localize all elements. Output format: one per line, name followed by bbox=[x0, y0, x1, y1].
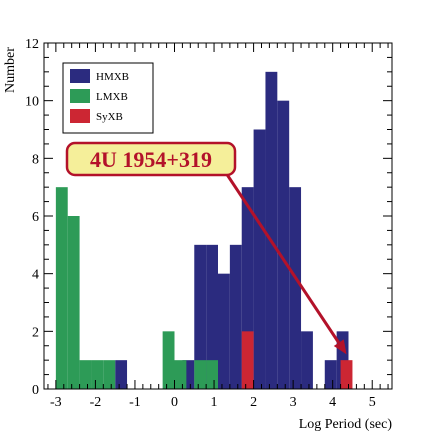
bar-hmxb-0 bbox=[115, 360, 128, 389]
bar-syxb-0 bbox=[241, 331, 254, 389]
bar-lmxb-2 bbox=[79, 360, 92, 389]
bar-hmxb-9 bbox=[277, 100, 290, 390]
x-axis-label: Log Period (sec) bbox=[299, 417, 393, 432]
y-tick-label: 12 bbox=[25, 37, 39, 52]
bar-hmxb-5 bbox=[229, 244, 242, 389]
x-tick-label: -3 bbox=[50, 395, 62, 410]
y-tick-label: 6 bbox=[32, 210, 39, 225]
annotation: 4U 1954+319 bbox=[65, 141, 347, 355]
bar-lmxb-3 bbox=[91, 360, 104, 389]
x-tick-label: -2 bbox=[90, 395, 102, 410]
bar-hmxb-11 bbox=[301, 331, 313, 389]
bar-hmxb-3 bbox=[206, 244, 218, 389]
bar-lmxb-5 bbox=[162, 331, 175, 389]
legend: HMXB LMXB SyXB bbox=[62, 62, 154, 134]
y-axis-label: Number bbox=[3, 47, 18, 93]
bars-layer bbox=[55, 71, 353, 390]
x-tick-label: 0 bbox=[171, 395, 178, 410]
legend-swatch-lmxb bbox=[70, 89, 90, 103]
bar-hmxb-4 bbox=[218, 273, 230, 389]
x-tick-label: 5 bbox=[369, 395, 376, 410]
x-tick-label: 3 bbox=[290, 395, 297, 410]
x-tick-label: 1 bbox=[211, 395, 218, 410]
y-tick-label: 10 bbox=[25, 95, 39, 110]
x-tick-label: 4 bbox=[329, 395, 336, 410]
bar-hmxb-12 bbox=[324, 360, 337, 389]
legend-label-lmxb: LMXB bbox=[96, 91, 128, 103]
x-tick-label: -1 bbox=[129, 395, 141, 410]
bar-hmxb-7 bbox=[253, 129, 266, 389]
annotation-text: 4U 1954+319 bbox=[90, 147, 212, 172]
legend-label-hmxb: HMXB bbox=[96, 71, 129, 83]
y-tick-label: 2 bbox=[32, 325, 39, 340]
bar-lmxb-0 bbox=[55, 187, 68, 389]
bar-syxb-1 bbox=[340, 360, 353, 389]
bar-lmxb-7 bbox=[194, 360, 207, 389]
bar-lmxb-1 bbox=[67, 216, 80, 389]
y-tick-label: 8 bbox=[32, 152, 39, 167]
y-tick-label: 0 bbox=[32, 383, 39, 398]
y-tick-label: 4 bbox=[32, 268, 39, 283]
bar-hmxb-8 bbox=[265, 71, 278, 389]
bar-hmxb-6 bbox=[241, 187, 254, 389]
annotation-arrow bbox=[224, 172, 341, 344]
legend-swatch-hmxb bbox=[70, 69, 90, 83]
x-tick-label: 2 bbox=[250, 395, 257, 410]
bar-hmxb-10 bbox=[289, 187, 302, 389]
bar-lmxb-4 bbox=[103, 360, 116, 389]
legend-label-syxb: SyXB bbox=[96, 111, 123, 123]
bar-lmxb-8 bbox=[206, 360, 218, 389]
bar-lmxb-6 bbox=[174, 360, 187, 389]
bar-hmxb-1 bbox=[182, 360, 195, 389]
legend-swatch-syxb bbox=[70, 109, 90, 123]
bar-hmxb-2 bbox=[194, 244, 207, 389]
annotation-box bbox=[65, 141, 237, 177]
tick-marks bbox=[44, 42, 392, 390]
annotation-arrowhead bbox=[333, 339, 347, 355]
